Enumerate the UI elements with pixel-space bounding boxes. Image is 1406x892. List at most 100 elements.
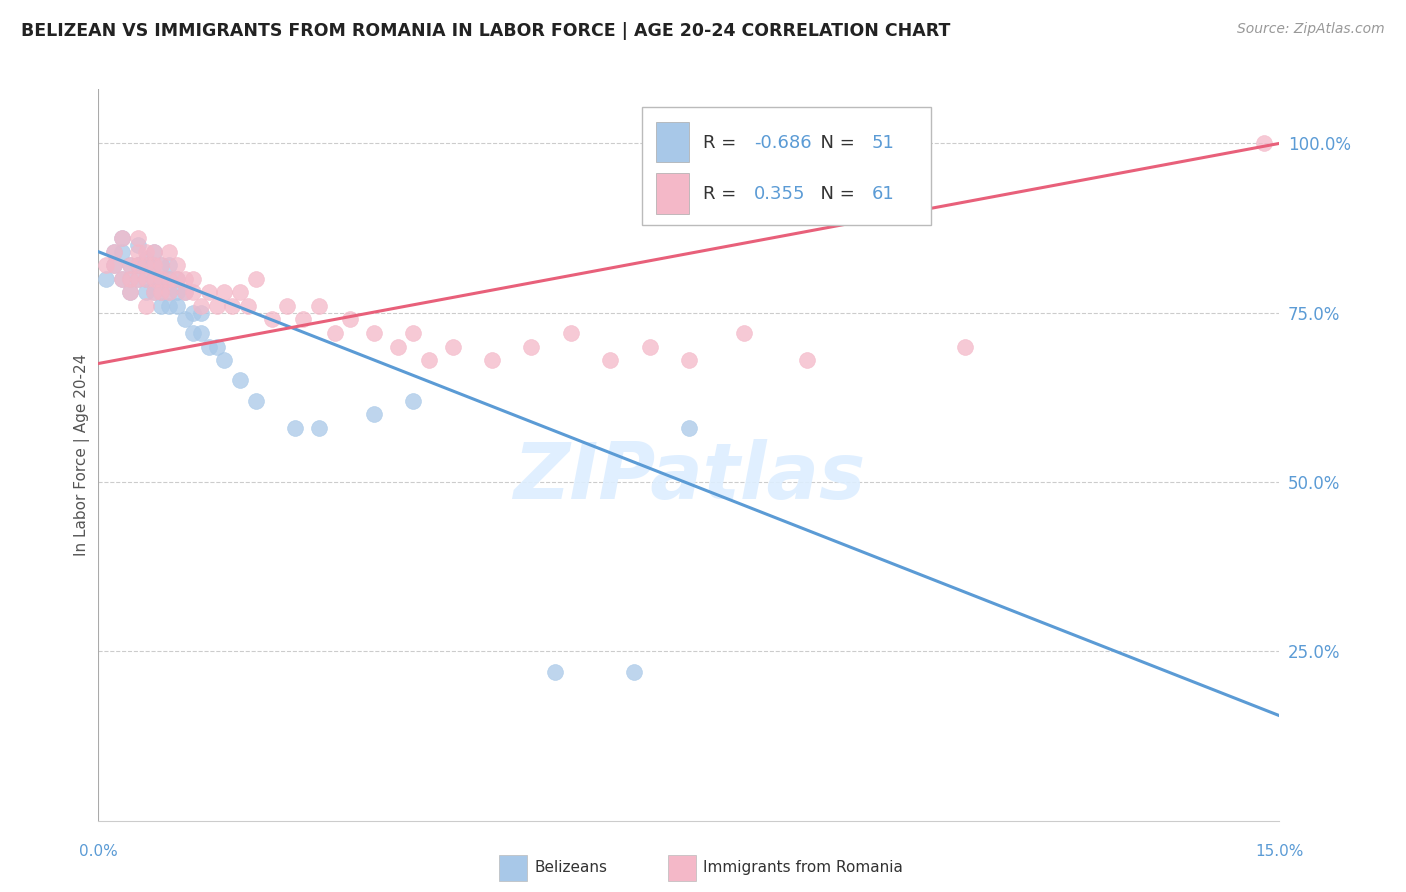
- Point: [520, 340, 543, 354]
- Point: [166, 285, 188, 300]
- Point: [214, 285, 236, 300]
- Point: [481, 353, 503, 368]
- Point: [135, 299, 157, 313]
- Point: [544, 665, 567, 679]
- Point: [127, 244, 149, 259]
- Point: [142, 258, 165, 272]
- Point: [205, 299, 228, 313]
- Point: [623, 665, 645, 679]
- Point: [127, 238, 149, 252]
- Point: [135, 252, 157, 266]
- Point: [214, 353, 236, 368]
- Point: [150, 258, 173, 272]
- Point: [111, 231, 134, 245]
- Point: [142, 285, 165, 300]
- Point: [111, 272, 134, 286]
- Point: [323, 326, 346, 340]
- Point: [118, 285, 141, 300]
- Text: N =: N =: [810, 134, 860, 152]
- Point: [127, 258, 149, 272]
- Point: [363, 407, 385, 421]
- Point: [229, 285, 252, 300]
- Point: [796, 353, 818, 368]
- Text: Source: ZipAtlas.com: Source: ZipAtlas.com: [1237, 22, 1385, 37]
- Point: [103, 258, 125, 272]
- Text: 0.0%: 0.0%: [79, 845, 118, 859]
- Point: [127, 258, 149, 272]
- Point: [142, 244, 165, 259]
- Point: [150, 299, 173, 313]
- Point: [150, 258, 173, 272]
- Point: [118, 258, 141, 272]
- Point: [111, 272, 134, 286]
- Point: [150, 285, 173, 300]
- Point: [190, 306, 212, 320]
- Text: -0.686: -0.686: [754, 134, 811, 152]
- Text: 51: 51: [872, 134, 894, 152]
- Point: [142, 285, 165, 300]
- Point: [205, 340, 228, 354]
- Text: Belizeans: Belizeans: [534, 861, 607, 875]
- Text: ZIPatlas: ZIPatlas: [513, 439, 865, 515]
- Point: [127, 272, 149, 286]
- Point: [118, 272, 141, 286]
- Point: [678, 421, 700, 435]
- Point: [111, 231, 134, 245]
- Text: Immigrants from Romania: Immigrants from Romania: [703, 861, 903, 875]
- Point: [118, 258, 141, 272]
- Point: [127, 231, 149, 245]
- Point: [142, 258, 165, 272]
- Point: [402, 326, 425, 340]
- Point: [181, 326, 204, 340]
- Point: [166, 272, 188, 286]
- Point: [1253, 136, 1275, 151]
- Point: [157, 285, 180, 300]
- Point: [157, 244, 180, 259]
- Point: [308, 421, 330, 435]
- Point: [135, 272, 157, 286]
- Point: [174, 312, 197, 326]
- Point: [135, 258, 157, 272]
- Point: [292, 312, 315, 326]
- Point: [157, 272, 180, 286]
- Point: [142, 272, 165, 286]
- Text: R =: R =: [703, 185, 748, 202]
- Point: [150, 272, 173, 286]
- Point: [166, 299, 188, 313]
- Point: [363, 326, 385, 340]
- Point: [174, 285, 197, 300]
- Point: [157, 299, 180, 313]
- Point: [135, 285, 157, 300]
- Point: [135, 244, 157, 259]
- Point: [245, 393, 267, 408]
- Point: [150, 285, 173, 300]
- Point: [402, 393, 425, 408]
- Point: [181, 306, 204, 320]
- Point: [418, 353, 440, 368]
- Point: [135, 258, 157, 272]
- Point: [96, 272, 118, 286]
- Point: [142, 244, 165, 259]
- FancyBboxPatch shape: [655, 122, 689, 162]
- Point: [103, 244, 125, 259]
- Point: [111, 244, 134, 259]
- Point: [157, 285, 180, 300]
- Point: [221, 299, 243, 313]
- Point: [953, 340, 976, 354]
- Text: N =: N =: [810, 185, 860, 202]
- Point: [127, 272, 149, 286]
- Point: [284, 421, 307, 435]
- Point: [236, 299, 259, 313]
- FancyBboxPatch shape: [641, 108, 931, 225]
- Point: [118, 285, 141, 300]
- Point: [387, 340, 409, 354]
- Point: [166, 272, 188, 286]
- Y-axis label: In Labor Force | Age 20-24: In Labor Force | Age 20-24: [75, 354, 90, 556]
- Point: [135, 272, 157, 286]
- Point: [339, 312, 361, 326]
- Point: [118, 272, 141, 286]
- Point: [560, 326, 582, 340]
- Text: 61: 61: [872, 185, 894, 202]
- Text: R =: R =: [703, 134, 742, 152]
- Point: [260, 312, 283, 326]
